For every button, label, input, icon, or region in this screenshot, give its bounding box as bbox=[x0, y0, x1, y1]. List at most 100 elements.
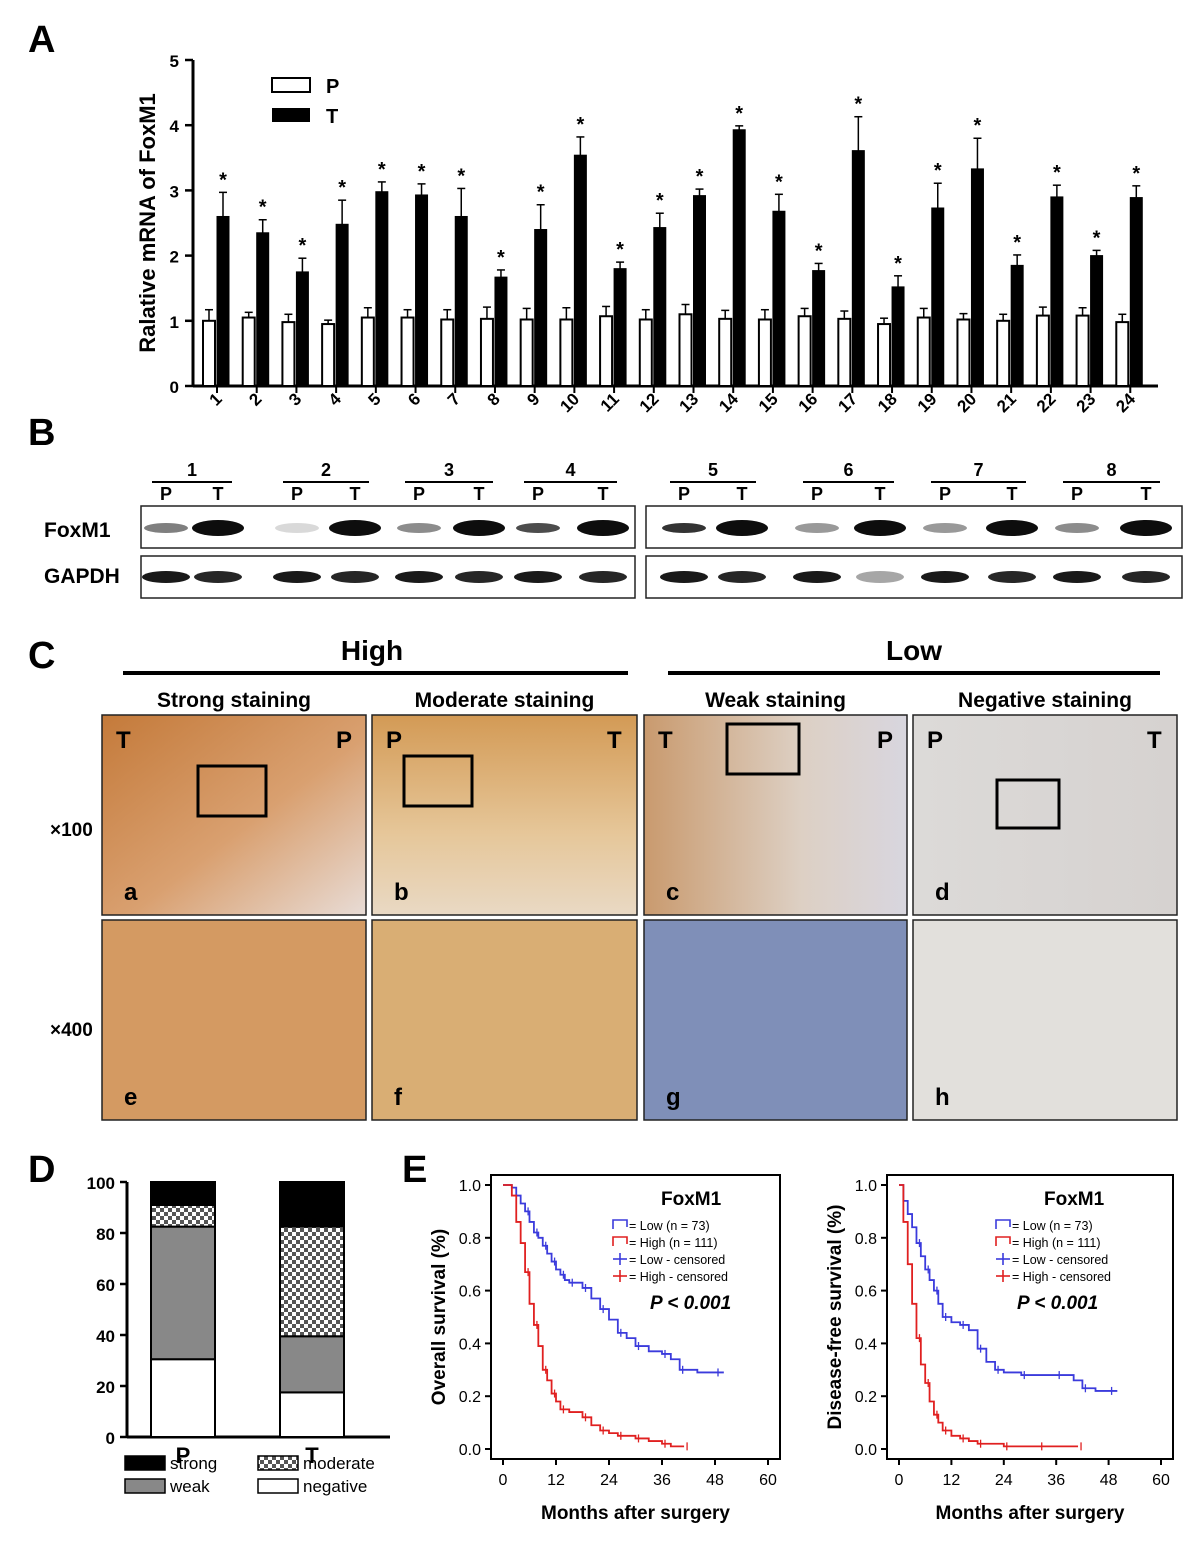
lane-letter-t: T bbox=[1141, 484, 1152, 504]
legend-label-strong: strong bbox=[170, 1454, 217, 1473]
y-tick-label: 0.6 bbox=[459, 1284, 481, 1301]
x-tick-label: 3 bbox=[285, 389, 305, 409]
band-gapdh-t bbox=[194, 571, 242, 583]
x-tick-label: 36 bbox=[653, 1472, 671, 1489]
x-tick-label: 20 bbox=[953, 389, 980, 416]
x-tick-label: 24 bbox=[600, 1472, 618, 1489]
bar-p bbox=[1035, 314, 1050, 388]
x-tick-label: 6 bbox=[404, 389, 424, 409]
lane-number: 5 bbox=[708, 460, 718, 480]
bar-p bbox=[599, 315, 614, 387]
y-tick-label: 0.2 bbox=[855, 1389, 877, 1406]
sublabel: f bbox=[394, 1084, 403, 1111]
bar-p bbox=[916, 316, 931, 388]
legend-entry: = Low - censored bbox=[1012, 1253, 1108, 1267]
bar-t bbox=[732, 129, 746, 387]
x-tick-label: 10 bbox=[556, 389, 583, 416]
y-tick-label: 1.0 bbox=[855, 1178, 877, 1195]
significance-marker: * bbox=[1013, 232, 1021, 254]
y-tick-label: 0.0 bbox=[855, 1442, 877, 1459]
lane-number: 4 bbox=[565, 460, 575, 480]
lane-letter-t: T bbox=[213, 484, 224, 504]
x-axis-label: Months after surgery bbox=[541, 1503, 730, 1524]
band-foxm1-p bbox=[923, 523, 967, 533]
significance-marker: * bbox=[775, 171, 783, 193]
band-gapdh-p bbox=[793, 571, 841, 583]
km-curve-high bbox=[899, 1184, 1079, 1448]
km-curve-low bbox=[503, 1184, 724, 1374]
bar-segment-moderate bbox=[150, 1203, 216, 1228]
significance-marker: * bbox=[616, 239, 624, 261]
bar-t bbox=[693, 195, 706, 387]
band-gapdh-t bbox=[718, 571, 766, 583]
bar-t bbox=[573, 154, 587, 387]
significance-marker: * bbox=[537, 182, 545, 204]
panel-e-disease-free-survival-chart: 0 12 24 36 48 60 0.0 0.2 0.4 0.6 0.8 1.0 Months afte… bbox=[825, 1174, 1174, 1524]
x-tick-label: 60 bbox=[1152, 1472, 1170, 1489]
lane-letter-t: T bbox=[875, 484, 886, 504]
panel-c-ihc-images: High Low Strong staining T Pa e Moderate stain… bbox=[50, 635, 1178, 1121]
tissue-label-right: T bbox=[1147, 727, 1162, 754]
lane-letter-p: P bbox=[413, 484, 425, 504]
band-foxm1-p bbox=[144, 523, 188, 533]
significance-marker: * bbox=[219, 169, 227, 191]
band-foxm1-p bbox=[795, 523, 839, 533]
legend-label-negative: negative bbox=[303, 1477, 367, 1496]
lane-number: 2 bbox=[321, 460, 331, 480]
significance-marker: * bbox=[418, 161, 426, 183]
bar-p bbox=[837, 317, 852, 387]
band-foxm1-p bbox=[397, 523, 441, 533]
column-title-weak: Weak staining bbox=[705, 689, 846, 712]
bar-p bbox=[241, 316, 256, 388]
ihc-image-x400-moderate bbox=[371, 919, 638, 1121]
lane-number: 7 bbox=[973, 460, 983, 480]
y-tick-label: 0 bbox=[170, 378, 179, 397]
band-gapdh-p bbox=[921, 571, 969, 583]
group-label-low: Low bbox=[886, 635, 942, 666]
x-tick-label: 12 bbox=[636, 389, 663, 416]
significance-marker: * bbox=[894, 253, 902, 275]
tissue-label-right: P bbox=[336, 727, 352, 754]
legend-swatch bbox=[995, 1219, 1011, 1229]
x-tick-label: 15 bbox=[755, 389, 782, 416]
inset-box bbox=[725, 722, 801, 776]
lane-letter-p: P bbox=[811, 484, 823, 504]
x-tick-label: 22 bbox=[1033, 389, 1060, 416]
significance-marker: * bbox=[259, 197, 267, 219]
band-foxm1-t bbox=[329, 520, 381, 536]
bar-p bbox=[519, 318, 534, 387]
y-tick-label: 1 bbox=[170, 313, 179, 332]
lane-letter-p: P bbox=[160, 484, 172, 504]
band-foxm1-t bbox=[986, 520, 1038, 536]
bar-t bbox=[454, 215, 468, 387]
legend-entry: = High (n = 111) bbox=[629, 1236, 717, 1250]
legend-swatch-strong bbox=[124, 1455, 166, 1471]
x-tick-label: 21 bbox=[993, 389, 1020, 416]
legend-entry: = Low - censored bbox=[629, 1253, 725, 1267]
significance-marker: * bbox=[1053, 162, 1061, 184]
x-tick-label: 24 bbox=[1112, 389, 1139, 416]
bar-p bbox=[956, 318, 971, 387]
y-tick-label: 1.0 bbox=[459, 1178, 481, 1195]
lane-letter-p: P bbox=[1071, 484, 1083, 504]
y-tick-label: 80 bbox=[96, 1225, 115, 1244]
lane-letter-t: T bbox=[737, 484, 748, 504]
significance-marker: * bbox=[1093, 227, 1101, 249]
y-tick-label: 2 bbox=[170, 248, 179, 267]
y-tick-label: 0.8 bbox=[459, 1231, 481, 1248]
x-tick-label: P bbox=[176, 1443, 191, 1468]
ihc-image-x400-negative bbox=[912, 919, 1178, 1121]
band-gapdh-p bbox=[660, 571, 708, 583]
y-tick-label: 100 bbox=[87, 1174, 115, 1193]
tissue-label-left: T bbox=[658, 727, 673, 754]
sublabel: g bbox=[666, 1084, 681, 1111]
y-tick-label: 40 bbox=[96, 1327, 115, 1346]
band-gapdh-p bbox=[514, 571, 562, 583]
column-title-negative: Negative staining bbox=[958, 689, 1132, 712]
lane-letter-p: P bbox=[291, 484, 303, 504]
significance-marker: * bbox=[497, 247, 505, 269]
x-tick-label: 14 bbox=[715, 389, 742, 416]
bar-t bbox=[534, 229, 548, 387]
bar-p bbox=[321, 323, 336, 387]
